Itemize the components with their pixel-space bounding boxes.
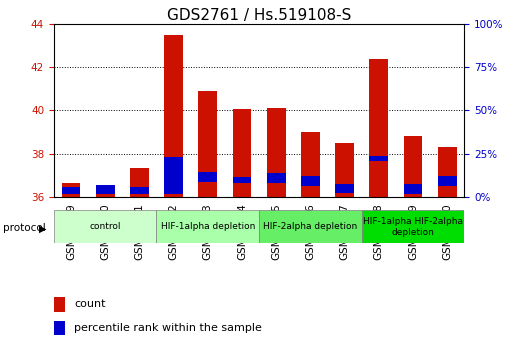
Bar bbox=[54, 297, 65, 312]
Bar bbox=[362, 210, 464, 243]
Bar bbox=[369, 156, 388, 161]
Text: protocol: protocol bbox=[3, 224, 45, 233]
Bar bbox=[62, 183, 81, 197]
Bar bbox=[335, 143, 354, 197]
Bar bbox=[232, 177, 251, 183]
Bar bbox=[96, 188, 114, 197]
Bar bbox=[335, 184, 354, 194]
Bar bbox=[54, 321, 65, 335]
Bar bbox=[130, 168, 149, 197]
Text: ▶: ▶ bbox=[38, 224, 46, 233]
Bar bbox=[301, 132, 320, 197]
Bar bbox=[156, 210, 259, 243]
Text: control: control bbox=[89, 222, 121, 231]
Bar bbox=[369, 59, 388, 197]
Bar bbox=[199, 91, 217, 197]
Text: HIF-2alpha depletion: HIF-2alpha depletion bbox=[263, 222, 358, 231]
Bar bbox=[54, 210, 156, 243]
Bar bbox=[232, 109, 251, 197]
Bar bbox=[96, 185, 114, 195]
Text: HIF-1alpha depletion: HIF-1alpha depletion bbox=[161, 222, 255, 231]
Bar bbox=[62, 187, 81, 195]
Title: GDS2761 / Hs.519108-S: GDS2761 / Hs.519108-S bbox=[167, 8, 351, 23]
Bar bbox=[267, 173, 286, 183]
Bar bbox=[404, 184, 422, 195]
Bar bbox=[130, 187, 149, 195]
Bar bbox=[164, 157, 183, 195]
Bar bbox=[438, 147, 457, 197]
Text: count: count bbox=[74, 299, 106, 309]
Text: HIF-1alpha HIF-2alpha
depletion: HIF-1alpha HIF-2alpha depletion bbox=[363, 217, 463, 237]
Bar bbox=[301, 176, 320, 186]
Bar bbox=[267, 108, 286, 197]
Text: percentile rank within the sample: percentile rank within the sample bbox=[74, 323, 262, 333]
Bar bbox=[404, 136, 422, 197]
Bar bbox=[164, 35, 183, 197]
Bar bbox=[438, 176, 457, 186]
Bar bbox=[199, 172, 217, 181]
Bar bbox=[259, 210, 362, 243]
